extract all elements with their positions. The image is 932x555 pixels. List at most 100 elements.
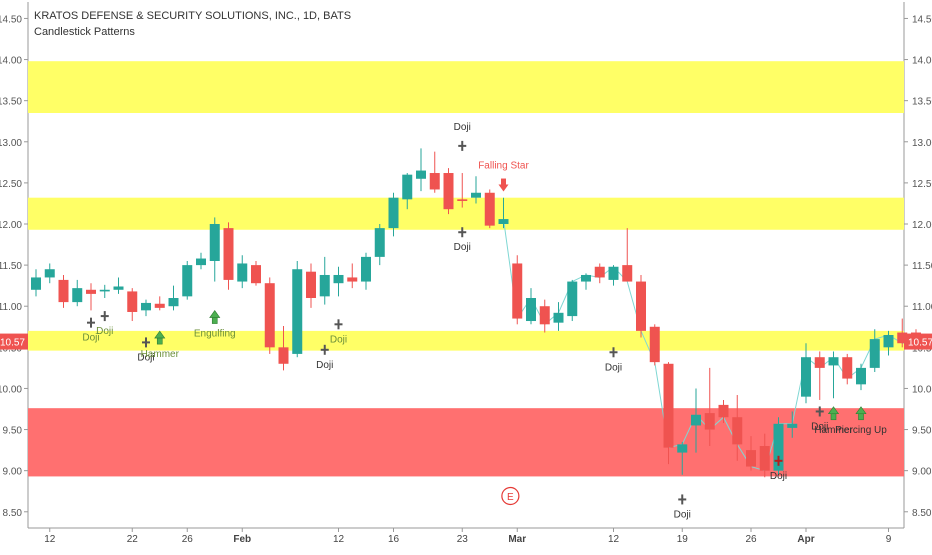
zone-red-3 [28,408,904,477]
pattern-label: Hammer [141,349,180,360]
pattern-label: Hammer [814,425,853,436]
candle-body [622,265,633,282]
pattern-label: Doji [137,352,154,363]
arrow-up-icon [830,413,837,421]
candle-body [663,363,674,448]
y-tick-label-left: 12.00 [0,220,22,231]
candle-body [539,306,550,325]
candle-body [58,279,69,303]
zone-yellow-0 [28,61,904,113]
x-tick-label: 26 [745,534,757,545]
arrow-up-icon [156,337,163,345]
candle-body [141,302,151,311]
candle-body [512,263,523,319]
x-tick-label: Apr [797,534,814,545]
y-tick-label-left: 12.50 [0,179,22,190]
x-tick-label: 12 [44,534,56,545]
candle-body [237,263,248,282]
candle-body [278,347,289,364]
candle-body [429,173,440,190]
candle-body [361,256,371,282]
candle-body [99,289,110,292]
arrow-down-icon [501,178,506,185]
pattern-label: Engulfing [194,329,236,340]
y-tick-label-left: 11.00 [0,302,22,313]
candle-body [814,357,825,368]
candle-body [608,266,619,280]
candle-body [113,286,124,290]
pattern-label: Doji [770,471,787,482]
y-tick-label-right: 14.00 [912,56,932,67]
candle-body [787,423,798,428]
pattern-label: Doji [316,360,333,371]
earnings-marker-label: E [507,492,514,503]
candle-body [333,274,344,284]
y-tick-label-left: 8.50 [3,508,23,519]
arrow-up-icon [211,317,218,324]
y-tick-label-right: 14.50 [912,14,932,25]
candle-body [897,332,908,344]
y-tick-label-left: 9.50 [3,426,23,437]
candle-body [759,446,770,471]
candle-body [636,281,646,331]
last-price-label-right: 10.57 [908,338,932,349]
candle-body [498,219,509,224]
x-tick-label: 12 [333,534,345,545]
candle-body [127,291,138,312]
pattern-label: Doji [96,326,113,337]
y-tick-label-left: 10.00 [0,384,22,395]
y-tick-label-left: 13.50 [0,97,22,108]
chart-subtitle: Candlestick Patterns [34,26,135,38]
zone-yellow-1 [28,197,904,230]
candle-body [86,289,96,294]
pattern-label: Doji [330,334,347,345]
candle-body [44,269,55,278]
x-tick-label: 22 [127,534,139,545]
candle-body [223,228,234,280]
candle-body [718,404,729,418]
pattern-label: Falling Star [478,161,529,172]
candle-body [196,258,206,266]
candle-body [457,199,468,201]
candle-body [773,423,784,471]
candle-body [471,192,481,198]
candle-body [209,224,220,261]
y-tick-label-right: 11.00 [912,302,932,313]
arrow-down-icon [498,184,509,192]
candle-body [801,357,811,397]
zone-yellow-2 [28,330,904,351]
candle-body [402,174,413,200]
candle-body [154,303,165,308]
candle-body [374,228,385,257]
x-tick-label: 12 [608,534,620,545]
x-tick-label: 26 [182,534,194,545]
candle-body [388,197,399,229]
candle-body [869,339,880,368]
candle-body [182,265,193,297]
candle-body [31,277,41,290]
candle-body [567,281,578,317]
arrow-up-icon [858,413,864,421]
last-price-badge-left [0,333,28,350]
pattern-label: Doji [454,242,471,253]
candle-body [594,266,605,278]
y-tick-label-right: 9.00 [912,467,932,478]
y-tick-label-right: 9.50 [912,426,932,437]
y-tick-label-left: 14.00 [0,56,22,67]
candle-body [526,298,536,322]
y-tick-label-right: 8.50 [912,508,932,519]
candle-body [732,417,743,445]
earnings-marker-icon [501,486,520,506]
pattern-label: Doji [454,122,471,133]
candle-body [883,335,894,348]
x-tick-label: 9 [886,534,892,545]
candle-body [443,173,454,210]
y-tick-label-right: 12.00 [912,220,932,231]
candle-body [251,265,261,284]
candle-body [319,274,330,297]
x-tick-label: 16 [388,534,400,545]
y-tick-label-right: 13.00 [912,138,932,149]
candle-body [856,367,866,385]
x-tick-label: 19 [677,534,689,545]
